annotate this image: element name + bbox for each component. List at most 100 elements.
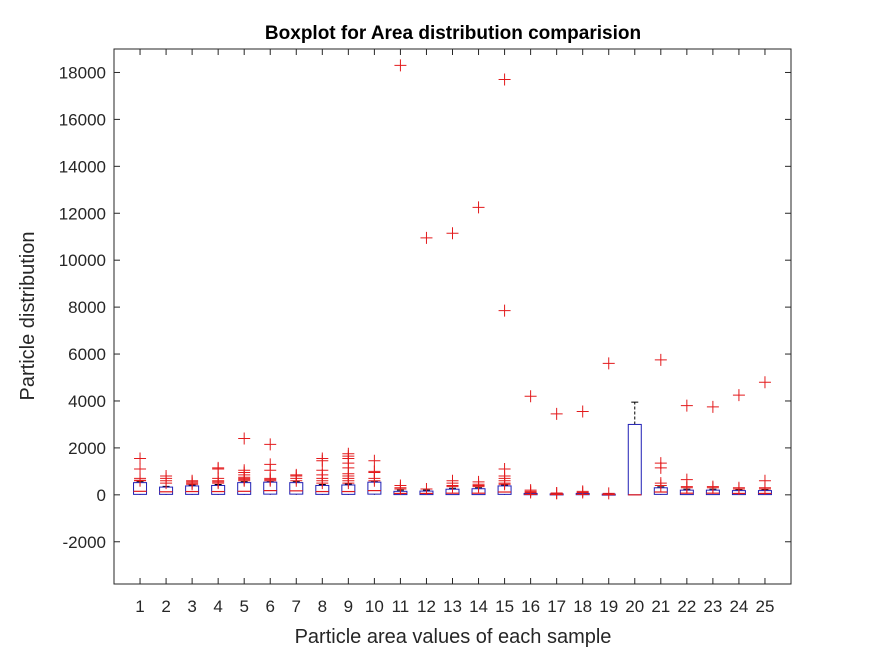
x-tick-label: 15: [495, 597, 514, 616]
y-tick-label: 14000: [59, 157, 106, 176]
outlier-marker: [758, 376, 771, 389]
outliers-6: [264, 438, 277, 487]
x-tick-label: 1: [135, 597, 144, 616]
outlier-marker: [160, 477, 173, 490]
x-tick-label: 21: [651, 597, 670, 616]
outlier-marker: [732, 389, 745, 402]
outlier-marker: [394, 59, 407, 72]
y-axis-ticks: -2000 0 2000 4000 6000 8000 10000 12000 14000 160…: [59, 63, 791, 552]
x-tick-label: 13: [443, 597, 462, 616]
y-tick-label: 18000: [59, 63, 106, 82]
outlier-marker: [290, 474, 303, 487]
outlier-marker: [732, 482, 745, 495]
x-tick-label: 5: [239, 597, 248, 616]
outlier-marker: [264, 474, 277, 487]
x-tick-label: 9: [344, 597, 353, 616]
y-axis-label: Particle distribution: [17, 232, 39, 401]
outliers-10: [368, 454, 381, 487]
x-tick-label: 25: [756, 597, 775, 616]
y-tick-label: 0: [97, 486, 106, 505]
outlier-marker: [706, 400, 719, 413]
outliers-18: [576, 405, 589, 499]
outliers-13: [446, 227, 459, 493]
outlier-marker: [550, 487, 563, 500]
outlier-marker: [758, 482, 771, 495]
y-tick-label: 2000: [68, 439, 106, 458]
outliers-7: [290, 468, 303, 487]
outlier-marker: [602, 487, 615, 500]
outliers-5: [238, 432, 251, 487]
outlier-marker: [342, 477, 355, 490]
outlier-marker: [550, 407, 563, 420]
outlier-marker: [420, 231, 433, 244]
outliers-12: [420, 231, 433, 495]
x-tick-label: 2: [161, 597, 170, 616]
chart-title: Boxplot for Area distribution comparisio…: [265, 23, 641, 44]
outlier-marker: [472, 201, 485, 214]
plot-frame: [113, 48, 792, 585]
x-tick-label: 7: [292, 597, 301, 616]
outlier-marker: [446, 227, 459, 240]
outlier-marker: [316, 477, 329, 490]
x-tick-label: 6: [265, 597, 274, 616]
x-tick-label: 17: [547, 597, 566, 616]
x-axis-ticks: 1 2 3 4 5 6 7 8 9 10 11 12 13 14 15 16 17 18 19 20 21 22 23 24 2…: [135, 49, 774, 616]
outlier-marker: [394, 482, 407, 495]
outliers-25: [758, 376, 771, 495]
x-tick-label: 12: [417, 597, 436, 616]
outliers-19: [602, 357, 615, 500]
outlier-marker: [446, 480, 459, 493]
outliers-3: [186, 474, 199, 491]
outlier-marker: [706, 481, 719, 494]
outliers-9: [342, 447, 355, 490]
outlier-marker: [602, 357, 615, 370]
x-tick-label: 11: [392, 597, 410, 616]
outliers-2: [160, 470, 173, 490]
x-tick-label: 8: [318, 597, 327, 616]
box-20: [627, 401, 642, 496]
outlier-marker: [498, 73, 511, 86]
plot-content: [133, 59, 772, 500]
outlier-marker: [524, 390, 537, 403]
x-tick-label: 10: [365, 597, 384, 616]
outlier-marker: [524, 486, 537, 499]
outlier-marker: [680, 399, 693, 412]
x-tick-label: 16: [521, 597, 540, 616]
x-tick-label: 4: [213, 597, 222, 616]
outliers-8: [316, 452, 329, 490]
outliers-14: [472, 201, 485, 493]
outlier-marker: [654, 461, 667, 474]
y-tick-label: 12000: [59, 204, 106, 223]
box-iqr: [627, 423, 642, 496]
outlier-marker: [186, 478, 199, 491]
x-tick-label: 22: [677, 597, 696, 616]
outliers-1: [134, 452, 147, 487]
x-axis-label: Particle area values of each sample: [295, 626, 612, 648]
outlier-marker: [576, 405, 589, 418]
x-tick-label: 18: [573, 597, 592, 616]
outlier-marker: [134, 452, 147, 465]
outlier-marker: [238, 432, 251, 445]
outlier-marker: [420, 482, 433, 495]
outlier-marker: [368, 474, 381, 487]
outliers-17: [550, 407, 563, 500]
outliers-4: [212, 461, 225, 490]
outlier-marker: [654, 353, 667, 366]
y-tick-label: 4000: [68, 392, 106, 411]
x-tick-label: 24: [729, 597, 748, 616]
y-tick-label: 10000: [59, 251, 106, 270]
outliers-22: [680, 399, 693, 494]
outlier-marker: [680, 481, 693, 494]
outlier-marker: [264, 438, 277, 451]
y-tick-label: 8000: [68, 298, 106, 317]
x-tick-label: 23: [703, 597, 722, 616]
x-tick-label: 3: [187, 597, 196, 616]
outlier-marker: [212, 477, 225, 490]
outliers-15: [498, 73, 511, 491]
outlier-marker: [238, 474, 251, 487]
outlier-marker: [654, 479, 667, 492]
y-tick-label: 6000: [68, 345, 106, 364]
y-tick-label: -2000: [63, 533, 106, 552]
outlier-marker: [498, 304, 511, 317]
